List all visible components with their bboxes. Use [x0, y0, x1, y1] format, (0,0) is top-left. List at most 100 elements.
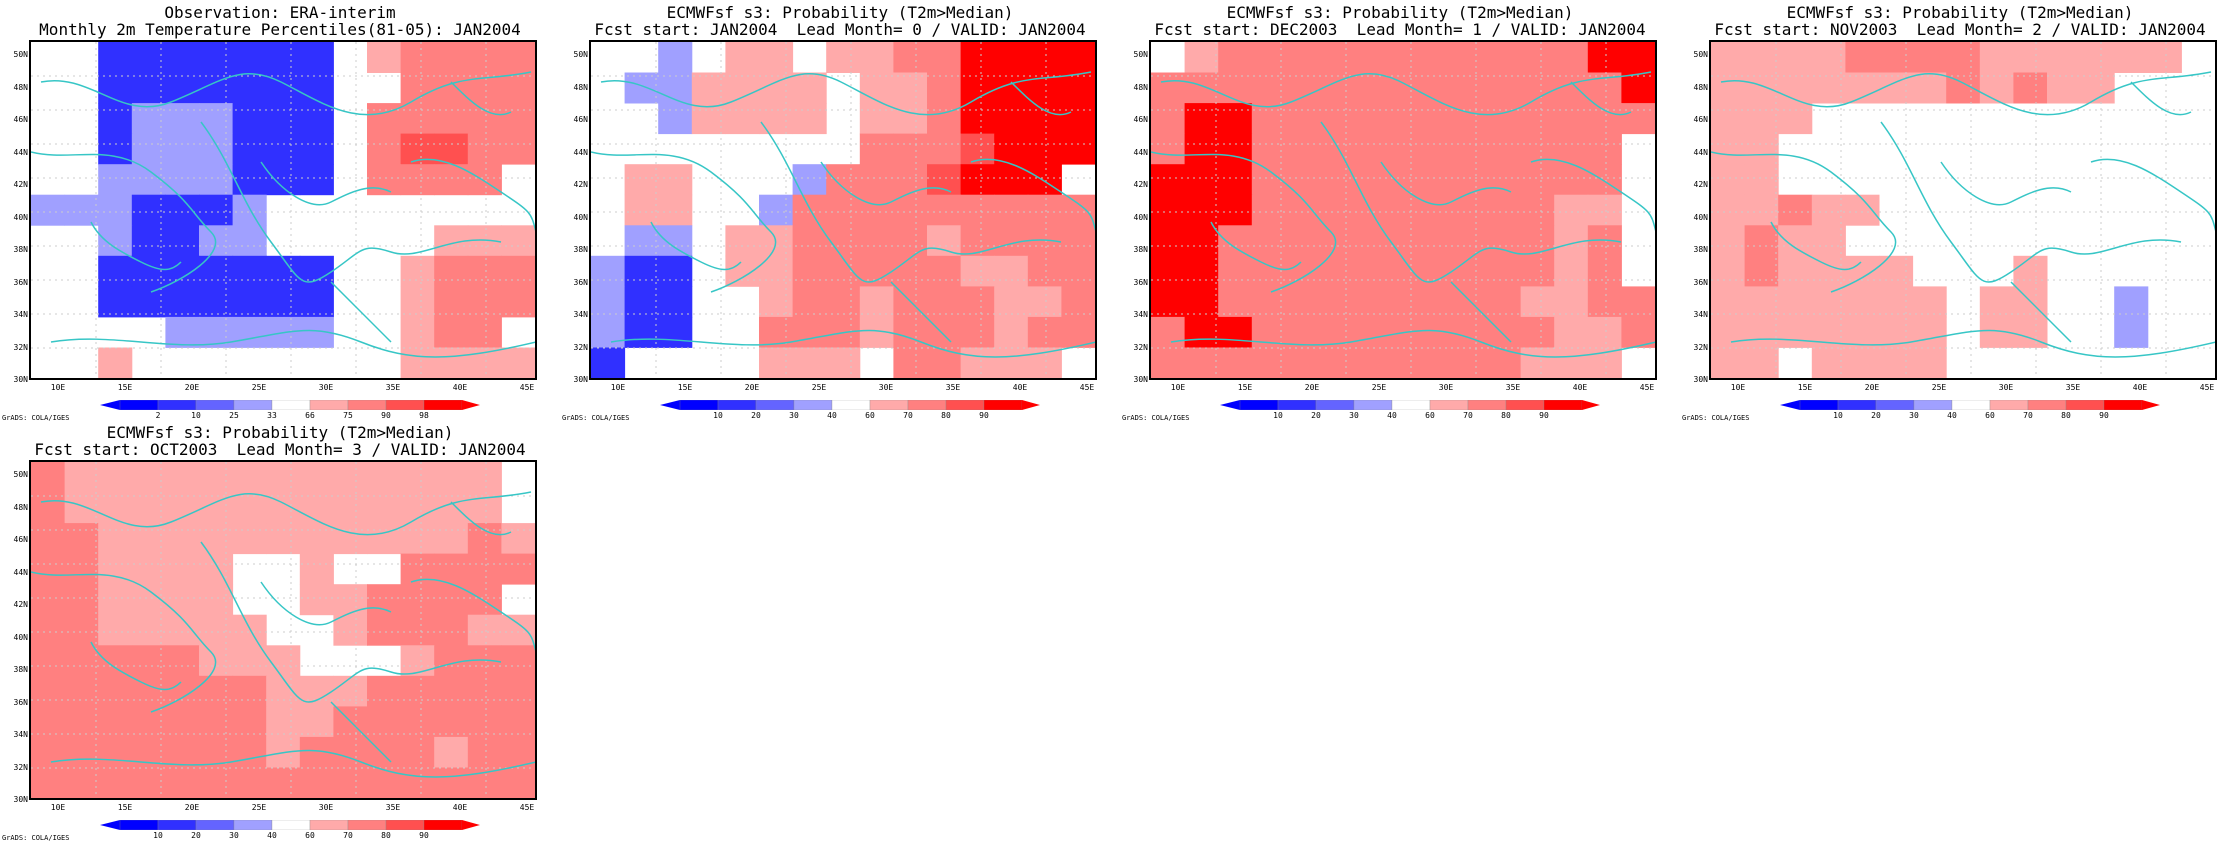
coastline-overlay	[591, 42, 1095, 378]
grid-cell	[232, 42, 267, 73]
grid-cell	[927, 133, 962, 165]
grid-cell	[64, 523, 99, 555]
grid-cell	[1184, 103, 1219, 135]
grid-cell	[792, 72, 827, 104]
grid-cell	[1027, 164, 1062, 196]
grid-cell	[725, 42, 760, 73]
grid-cell	[467, 316, 502, 348]
grid-cell	[299, 706, 334, 738]
grid-cell	[893, 42, 928, 73]
grid-cell	[1419, 164, 1454, 196]
grid-cell	[1285, 347, 1320, 378]
lon-tick-label: 35E	[385, 383, 401, 392]
map-plot	[1709, 40, 2217, 380]
lat-tick-label: 32N	[573, 342, 588, 352]
grid-cell	[1151, 225, 1186, 257]
grid-cell	[1319, 42, 1354, 73]
grid-cell	[333, 675, 368, 707]
grid-cell	[131, 492, 166, 524]
map-panel-2: ECMWFsf s3: Probability (T2m>Median) Fcst…	[1120, 0, 1680, 422]
grid-cell	[1352, 164, 1387, 196]
grid-cell	[1621, 103, 1655, 135]
grid-cell	[1218, 164, 1253, 196]
grid-cell	[367, 675, 402, 707]
grid-cell	[591, 255, 626, 287]
grid-cell	[400, 645, 435, 677]
grid-cell	[64, 194, 99, 226]
grid-cell	[1587, 316, 1622, 348]
grid-cell	[400, 164, 435, 196]
lat-tick-label: 38N	[573, 245, 588, 254]
grid-cell	[1386, 194, 1421, 226]
grid-cell	[1151, 255, 1186, 287]
grid-cell	[501, 133, 535, 165]
lat-tick-label: 44N	[1693, 147, 1708, 157]
grid-cell	[1520, 347, 1555, 378]
grid-cell	[1744, 103, 1779, 135]
grid-cell	[501, 767, 535, 798]
lat-tick-label: 46N	[13, 115, 28, 124]
grid-cell	[1711, 164, 1746, 196]
grid-cell	[98, 164, 133, 196]
lat-tick-label: 48N	[13, 502, 28, 512]
grid-cell	[1027, 133, 1062, 165]
colorbar-label: 90	[381, 411, 391, 420]
grid-cell	[232, 492, 267, 524]
grid-cell	[299, 286, 334, 318]
grid-cell	[98, 225, 133, 257]
grid-cell	[64, 675, 99, 707]
lat-tick-label: 48N	[13, 82, 28, 92]
lat-tick-label: 38N	[1693, 245, 1708, 254]
grid-cell	[1587, 133, 1622, 165]
grid-cell	[893, 133, 928, 165]
grid-cell	[131, 523, 166, 555]
grid-cell	[98, 492, 133, 524]
lon-tick-label: 20E	[184, 803, 200, 812]
grid-cell	[131, 645, 166, 677]
grid-cell	[367, 736, 402, 768]
grid-cell	[434, 347, 469, 378]
credit-text: GrADS: COLA/IGES	[1122, 414, 1190, 422]
grid-cell	[467, 584, 502, 616]
grid-cell	[1711, 225, 1746, 257]
colorbar	[1780, 400, 2160, 410]
lon-tick-label: 40E	[452, 383, 468, 392]
grid-cell	[1845, 347, 1880, 378]
grid-cell	[1845, 72, 1880, 104]
grid-cell	[467, 706, 502, 738]
grid-cell	[400, 767, 435, 798]
grid-cell	[64, 736, 99, 768]
grid-cell	[1811, 225, 1846, 257]
grid-cell	[1285, 225, 1320, 257]
credit-text: GrADS: COLA/IGES	[2, 414, 70, 422]
grid-cell	[1251, 103, 1286, 135]
grid-cell	[199, 614, 234, 646]
grid-cell	[658, 72, 693, 104]
grid-cell	[299, 72, 334, 104]
coastline-overlay	[1711, 42, 2215, 378]
grid-cell	[927, 286, 962, 318]
grid-cell	[266, 286, 301, 318]
grid-cell	[1386, 255, 1421, 287]
grid-cell	[434, 133, 469, 165]
grid-cell	[1061, 42, 1095, 73]
grid-cell	[1151, 316, 1186, 348]
lon-tick-label: 45E	[2199, 383, 2215, 392]
grid-cell	[98, 194, 133, 226]
lat-tick-label: 36N	[1133, 277, 1148, 287]
grid-cell	[232, 316, 267, 348]
colorbar-label: 30	[789, 411, 799, 420]
grid-cell	[400, 103, 435, 135]
grid-cell	[31, 645, 66, 677]
grid-cell	[1184, 286, 1219, 318]
grid-cell	[367, 523, 402, 555]
grid-cell	[1554, 133, 1589, 165]
grid-cell	[367, 103, 402, 135]
grid-cell	[994, 347, 1029, 378]
grid-cell	[434, 316, 469, 348]
grid-cell	[1027, 255, 1062, 287]
lat-tick-label: 40N	[13, 632, 28, 642]
grid-cell	[165, 736, 200, 768]
grid-cell	[501, 675, 535, 707]
lon-tick-label: 40E	[452, 803, 468, 812]
